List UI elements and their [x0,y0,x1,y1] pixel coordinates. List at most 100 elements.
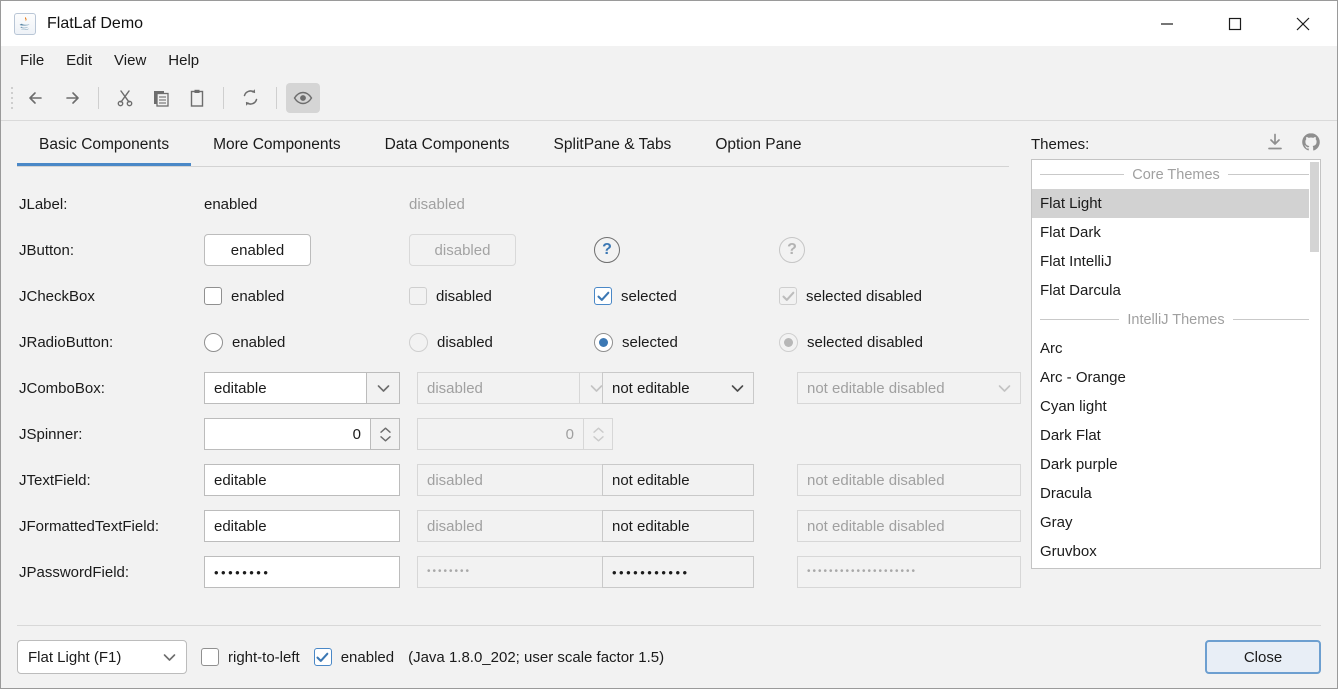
checkbox-unchecked-disabled-icon [409,287,427,305]
radio-selected[interactable]: selected [594,332,779,352]
combo-disabled-cell: disabled [409,372,613,404]
checkbox-unchecked-icon-rtl [201,648,219,666]
tab-basic-components[interactable]: Basic Components [17,136,192,166]
tab-splitpane-tabs[interactable]: SplitPane & Tabs [553,136,672,153]
help-button[interactable]: ? [594,237,620,263]
menu-edit[interactable]: Edit [66,52,93,69]
github-icon[interactable] [1301,132,1321,157]
tab-data-components[interactable]: Data Components [384,136,510,153]
textfield-not-editable[interactable]: not editable [602,464,754,496]
checkbox-disabled-cell: disabled [409,287,594,305]
jbutton-disabled-cell: disabled [409,234,594,266]
jformattedtextfield-row-label: JFormattedTextField: [19,517,160,535]
formatted-editable-cell: editable [204,510,409,542]
jbutton-enabled[interactable]: enabled [204,234,311,266]
menu-file[interactable]: File [20,52,45,69]
theme-item-dark-flat[interactable]: Dark Flat [1040,427,1101,444]
themes-list[interactable]: Core Themes Flat Light Flat Dark Flat In… [1031,159,1321,569]
maximize-button[interactable] [1201,1,1269,46]
password-noteditable-cell: ••••••••••• [594,556,779,588]
radio-disabled: disabled [409,332,594,352]
lookandfeel-combo[interactable]: Flat Light (F1) [17,640,187,674]
combo-disabled: disabled [417,372,613,404]
toolbar-separator [98,86,99,109]
jpasswordfield-row-label: JPasswordField: [19,563,130,581]
theme-item-dark-purple[interactable]: Dark purple [1040,456,1118,473]
components-grid: JLabel: enabled disabled JButton: enable… [1,167,1025,595]
theme-item-cyan-light[interactable]: Cyan light [1040,398,1107,415]
back-button[interactable] [19,83,53,113]
menu-view[interactable]: View [114,52,147,69]
textfield-noteditable-cell: not editable [594,464,779,496]
toolbar-separator-3 [276,86,277,109]
themes-scrollbar[interactable] [1309,160,1320,568]
eye-button[interactable] [286,82,320,113]
radio-selected-icon [594,332,613,352]
theme-item-arc-orange[interactable]: Arc - Orange [1040,369,1126,386]
combo-not-editable[interactable]: not editable [602,372,754,404]
textfield-editable[interactable]: editable [204,464,400,496]
theme-item-dracula[interactable]: Dracula [1040,485,1092,502]
download-icon[interactable] [1265,132,1285,157]
theme-item-gray[interactable]: Gray [1040,514,1073,531]
combo-editable-value[interactable]: editable [204,372,366,404]
formatted-editable[interactable]: editable [204,510,400,542]
row-jbutton: JButton: enabled disabled ? ? [19,227,1025,273]
cut-button[interactable] [108,83,142,113]
spinner-enabled-value[interactable]: 0 [204,418,370,450]
theme-item-flat-intellij[interactable]: Flat IntelliJ [1040,253,1112,270]
password-editable-value: •••••••• [214,564,271,580]
password-not-editable-disabled-value: •••••••••••••••••••• [807,566,918,577]
theme-item-arc[interactable]: Arc [1040,340,1063,357]
paste-button[interactable] [180,83,214,113]
theme-item-flat-light[interactable]: Flat Light [1032,189,1320,218]
jbutton-row-label: JButton: [19,241,75,259]
toolbar-drag-handle[interactable] [7,84,17,112]
textfield-editable-cell: editable [204,464,409,496]
formatted-disabled-cell: disabled [409,510,613,542]
content-area: Basic Components More Components Data Co… [1,121,1337,625]
password-not-editable[interactable]: ••••••••••• [602,556,754,588]
password-not-editable-value: ••••••••••• [612,564,690,580]
themes-pane: Themes: Core Themes Flat Light [1025,121,1337,625]
minimize-button[interactable] [1133,1,1201,46]
radio-enabled[interactable]: enabled [204,332,409,352]
spinner-arrows-icon[interactable] [370,418,400,450]
checkbox-selected[interactable]: selected [594,287,779,305]
combo-editable[interactable]: editable [204,372,400,404]
close-dialog-button[interactable]: Close [1205,640,1321,674]
theme-item-flat-darcula[interactable]: Flat Darcula [1040,282,1121,299]
themes-scrollbar-thumb[interactable] [1310,162,1319,252]
jcombobox-row-label: JComboBox: [19,379,105,397]
tab-more-components[interactable]: More Components [213,136,341,153]
formatted-not-editable[interactable]: not editable [602,510,754,542]
combo-not-editable-disabled: not editable disabled [797,372,1021,404]
close-button[interactable] [1269,1,1337,46]
theme-item-flat-dark[interactable]: Flat Dark [1040,224,1101,241]
rtl-checkbox[interactable]: right-to-left [201,648,300,666]
themes-separator-intellij-label: IntelliJ Themes [1127,311,1225,328]
password-disabled-value: •••••••• [427,566,472,577]
chevron-down-icon[interactable] [366,372,400,404]
checkbox-unchecked-icon [204,287,222,305]
textfield-noteditable-disabled-cell: not editable disabled [779,464,1021,496]
checkbox-checked-disabled-icon [779,287,797,305]
formatted-not-editable-disabled: not editable disabled [797,510,1021,542]
themes-separator-intellij: IntelliJ Themes [1032,305,1320,334]
checkbox-enabled[interactable]: enabled [204,287,409,305]
spinner-enabled[interactable]: 0 [204,418,400,450]
theme-item-gruvbox[interactable]: Gruvbox [1040,543,1097,560]
menu-help[interactable]: Help [168,52,200,69]
enabled-checkbox[interactable]: enabled [313,648,394,666]
jradiobutton-row-label: JRadioButton: [19,333,114,351]
checkbox-selected-cell: selected [594,287,779,305]
password-editable[interactable]: •••••••• [204,556,400,588]
copy-button[interactable] [144,83,178,113]
forward-button[interactable] [55,83,89,113]
row-jformattedtextfield: JFormattedTextField: editable disabled n… [19,503,1025,549]
radio-enabled-cell: enabled [204,332,409,352]
tab-option-pane[interactable]: Option Pane [715,136,802,153]
radio-unselected-disabled-icon [409,332,428,352]
components-pane: Basic Components More Components Data Co… [1,121,1025,625]
refresh-button[interactable] [233,83,267,113]
